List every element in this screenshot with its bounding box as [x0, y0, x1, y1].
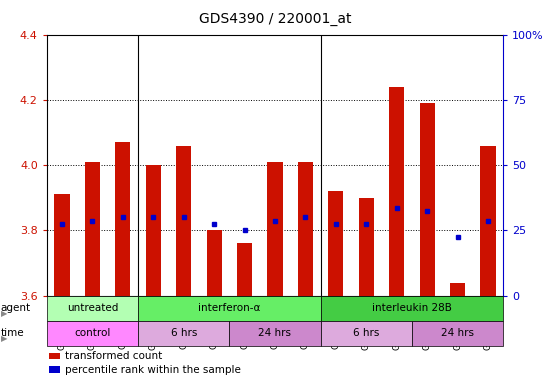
- Bar: [176, 146, 191, 296]
- Bar: [267, 162, 283, 296]
- Text: untreated: untreated: [67, 303, 118, 313]
- Bar: [138, 321, 229, 346]
- Bar: [47, 321, 138, 346]
- Text: agent: agent: [1, 303, 31, 313]
- Bar: [321, 321, 412, 346]
- Bar: [450, 283, 465, 296]
- Text: GDS4390 / 220001_at: GDS4390 / 220001_at: [199, 12, 351, 25]
- Bar: [328, 191, 343, 296]
- Bar: [359, 198, 374, 296]
- Text: 24 hrs: 24 hrs: [258, 328, 292, 338]
- Bar: [481, 146, 496, 296]
- Text: control: control: [74, 328, 111, 338]
- Text: time: time: [1, 328, 24, 338]
- Bar: [49, 366, 60, 373]
- Text: interleukin 28B: interleukin 28B: [372, 303, 452, 313]
- Bar: [138, 296, 321, 321]
- Text: interferon-α: interferon-α: [198, 303, 261, 313]
- Bar: [229, 321, 321, 346]
- Text: 24 hrs: 24 hrs: [441, 328, 474, 338]
- Text: 6 hrs: 6 hrs: [170, 328, 197, 338]
- Text: transformed count: transformed count: [65, 351, 162, 361]
- Bar: [47, 296, 138, 321]
- Bar: [49, 353, 60, 359]
- Text: ▶: ▶: [1, 334, 7, 343]
- Bar: [412, 321, 503, 346]
- Bar: [206, 230, 222, 296]
- Bar: [420, 103, 435, 296]
- Bar: [298, 162, 313, 296]
- Bar: [116, 142, 130, 296]
- Text: percentile rank within the sample: percentile rank within the sample: [65, 364, 241, 375]
- Bar: [54, 195, 69, 296]
- Text: ▶: ▶: [1, 309, 7, 318]
- Bar: [389, 87, 404, 296]
- Bar: [85, 162, 100, 296]
- Bar: [321, 296, 503, 321]
- Bar: [146, 165, 161, 296]
- Text: 6 hrs: 6 hrs: [353, 328, 380, 338]
- Bar: [237, 243, 252, 296]
